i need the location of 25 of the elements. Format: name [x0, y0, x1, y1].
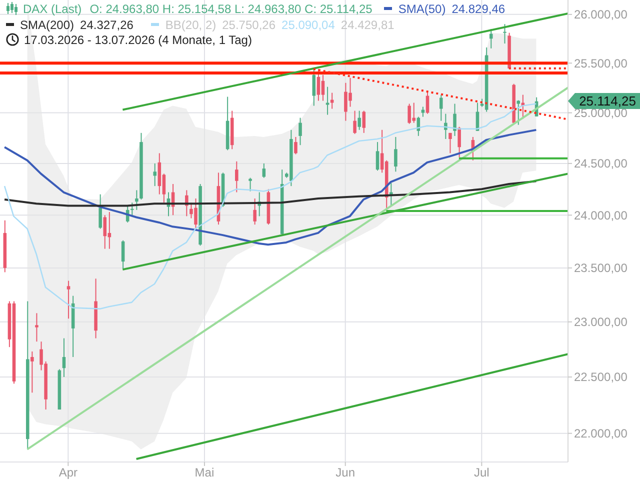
legend-label: SMA(50) — [398, 2, 446, 16]
y-tick-label: 25.000,00 — [574, 106, 628, 120]
y-tick-label: 22.000,00 — [574, 426, 628, 441]
annotation: 24.327,26 — [80, 18, 134, 32]
y-tick-label: 24.500,00 — [574, 156, 628, 171]
y-tick-label: 23.000,00 — [574, 315, 628, 330]
annotation: 25.750,26 — [222, 18, 276, 32]
x-tick-label: Jun — [336, 466, 356, 480]
text: 25.114,25 — [579, 94, 636, 109]
annotation: O: 24.963,80 H: 25.154,58 L: 24.963,80 C: 25.114,25 — [90, 2, 372, 16]
annotation: 24.429,81 — [340, 18, 394, 32]
y-tick-label: 25.500,00 — [574, 56, 628, 70]
x-tick-label: Mai — [194, 466, 214, 480]
annotation: 25.090,04 — [282, 18, 335, 32]
legend-label: BB(20, 2) — [165, 18, 216, 32]
y-tick-label: 26.000,00 — [574, 8, 628, 22]
y-tick-label: 23.500,00 — [574, 261, 628, 276]
x-tick-label: Jul — [474, 466, 490, 480]
y-tick-label: 24.000,00 — [574, 208, 628, 222]
y-tick-label: 22.500,00 — [574, 370, 628, 384]
annotation: 24.829,46 — [452, 2, 506, 16]
legend-label: SMA(200) — [20, 18, 74, 32]
x-tick-label: Apr — [58, 466, 78, 480]
annotation: 17.03.2026 - 13.07.2026 (4 Monate, 1 Tag) — [24, 33, 252, 47]
legend-label: DAX (Last) — [23, 2, 82, 16]
